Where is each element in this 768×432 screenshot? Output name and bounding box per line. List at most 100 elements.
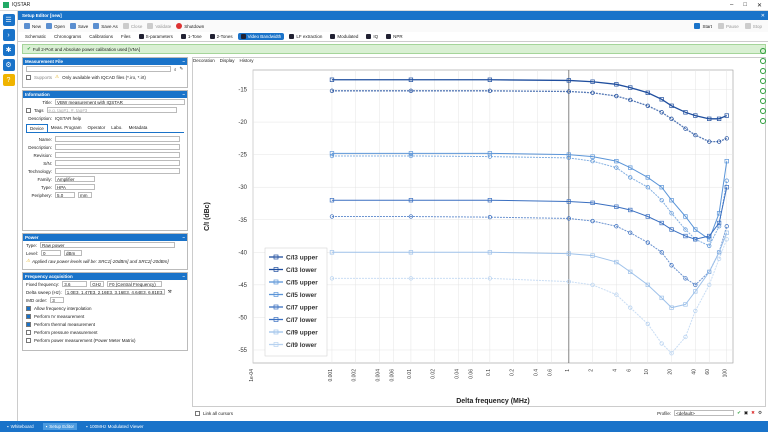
option-row: Allow frequency interpolation [23, 304, 187, 312]
fixed-unit-select[interactable]: GHz [90, 281, 105, 287]
save-as-button[interactable]: Save As [93, 23, 118, 29]
pan-icon[interactable] [760, 58, 766, 64]
data-point [669, 227, 674, 232]
save-as-icon [93, 23, 100, 29]
save-profile-icon[interactable]: ▣ [743, 410, 749, 415]
collapse-icon[interactable]: − [182, 92, 185, 97]
field-input[interactable] [55, 168, 180, 174]
profile-settings-icon[interactable]: ⚙ [757, 410, 762, 415]
tab-label: NPR [393, 34, 403, 39]
level-input[interactable]: 0 [41, 250, 62, 256]
tab-npr[interactable]: NPR [383, 33, 406, 40]
status-item-icon: ▪ [45, 424, 48, 429]
settings-icon[interactable] [760, 118, 766, 124]
new-button[interactable]: New [24, 23, 41, 29]
open-button[interactable]: Open [46, 23, 65, 29]
profile-select[interactable]: <default> [674, 410, 735, 416]
start-button[interactable]: Start [694, 23, 712, 29]
stop-button[interactable]: Stop [744, 23, 762, 29]
chart-tab-display[interactable]: Display [219, 58, 235, 63]
periphery-unit-select[interactable]: mm [78, 192, 92, 198]
periphery-input[interactable]: 5.0 [55, 192, 75, 198]
type-select[interactable]: HPA [55, 184, 95, 190]
tab-calibrations[interactable]: Calibrations [86, 33, 116, 40]
export-icon[interactable] [760, 88, 766, 94]
fit-icon[interactable] [760, 68, 766, 74]
option-checkbox[interactable] [26, 321, 31, 327]
delta-sweep-input[interactable]: 1.0E3, 1.47E3, 2.16E3, 3.16E3, 4.64E3, 6… [64, 289, 165, 295]
collapse-icon[interactable]: − [182, 59, 185, 64]
tab-schematic[interactable]: Schematic [22, 33, 49, 40]
print-icon[interactable] [760, 108, 766, 114]
supports-checkbox[interactable] [26, 74, 31, 80]
data-point [683, 302, 688, 307]
grid-icon[interactable] [760, 78, 766, 84]
tab-s-parameters[interactable]: S-parameters [136, 33, 176, 40]
subtab-operator[interactable]: Operator [87, 125, 106, 130]
status-item-setup-editor[interactable]: ▪ Setup Editor [42, 423, 77, 430]
field-input[interactable] [55, 144, 180, 150]
data-point [707, 269, 712, 274]
terminal-icon[interactable]: › [2, 29, 15, 41]
collapse-icon[interactable]: − [182, 274, 185, 279]
tab-setup-editor[interactable]: Setup Editor [new] [22, 13, 62, 18]
search-icon[interactable]: ⌕ [174, 66, 177, 72]
legend-marker [273, 304, 279, 310]
chart-tab-history[interactable]: History [239, 58, 254, 63]
tab-chronograms[interactable]: Chronograms [51, 33, 84, 40]
tab-video-bandwidth[interactable]: Video Bandwidth [237, 33, 285, 40]
close-window-icon[interactable]: ✕ [756, 2, 762, 9]
maximize-icon[interactable]: □ [743, 1, 747, 8]
field-input[interactable] [55, 160, 180, 166]
validate-button[interactable]: Validate [147, 23, 171, 29]
chart-tab-decoration[interactable]: Decoration [193, 58, 215, 63]
subtab-metadata[interactable]: Metadata [128, 125, 148, 130]
field-input[interactable] [55, 152, 180, 158]
option-checkbox[interactable] [26, 305, 31, 311]
status-item-100mhz-modulated-viewer[interactable]: ▪ 100MHz Modulated Viewer [83, 423, 147, 430]
shutdown-button[interactable]: Shutdown [176, 23, 204, 29]
link-cursors-checkbox[interactable] [195, 410, 200, 416]
minimize-icon[interactable]: – [730, 1, 734, 8]
fixed-frequency-input[interactable]: 3.6 [62, 281, 88, 287]
power-type-select[interactable]: Raw power [40, 242, 176, 248]
imd-select[interactable]: 3 [50, 297, 65, 303]
subtab-device[interactable]: Device [26, 124, 48, 132]
zoom-icon[interactable] [760, 48, 766, 54]
delete-icon[interactable]: ✖ [751, 410, 755, 415]
title-input[interactable]: VBW measurement with IQSTAR [55, 99, 185, 105]
menu-icon[interactable]: ☰ [2, 14, 15, 26]
tab-lf-extraction[interactable]: LF extraction [286, 33, 325, 40]
status-item-whiteboard[interactable]: ▪ Whiteboard [4, 423, 37, 430]
fixed-mode-select[interactable]: F0 (Central Frequency) [107, 281, 163, 287]
pause-button[interactable]: Pause [717, 23, 739, 29]
option-checkbox[interactable] [26, 313, 31, 319]
tab-1-tone[interactable]: 1-Tone [178, 33, 205, 40]
subtab-labo-[interactable]: Labo. [111, 125, 123, 130]
field-input[interactable] [55, 136, 180, 142]
tab-files[interactable]: Files [118, 33, 134, 40]
save-button[interactable]: Save [70, 23, 88, 29]
pause-label: Pause [725, 23, 739, 29]
close-button[interactable]: Close [122, 23, 142, 29]
tags-input[interactable]: e.g. tag#1, #, tag#3 [46, 107, 177, 113]
collapse-icon[interactable]: − [182, 235, 185, 240]
tab-modulated[interactable]: Modulated [327, 33, 361, 40]
subtab-meas-program[interactable]: Meas. Program [50, 125, 82, 130]
close-tab-icon[interactable]: ✕ [760, 12, 765, 19]
bug-icon[interactable]: ✱ [2, 44, 15, 56]
help-icon[interactable]: ? [2, 74, 15, 86]
tab-2-tones[interactable]: 2-Tones [207, 33, 236, 40]
sweep-settings-icon[interactable]: ⚒ [167, 289, 172, 294]
pin-icon[interactable]: ✎ [179, 66, 184, 71]
gear-icon[interactable]: ⚙ [2, 59, 15, 71]
apply-icon[interactable]: ✔ [737, 410, 741, 415]
option-checkbox[interactable] [26, 337, 31, 343]
option-checkbox[interactable] [26, 329, 31, 335]
file-path-input[interactable] [26, 66, 171, 72]
level-unit-select[interactable]: dBm [64, 250, 83, 256]
tab-iq[interactable]: IQ [363, 33, 381, 40]
tags-checkbox[interactable] [26, 107, 31, 113]
family-select[interactable]: Amplifier [55, 176, 95, 182]
copy-icon[interactable] [760, 98, 766, 104]
